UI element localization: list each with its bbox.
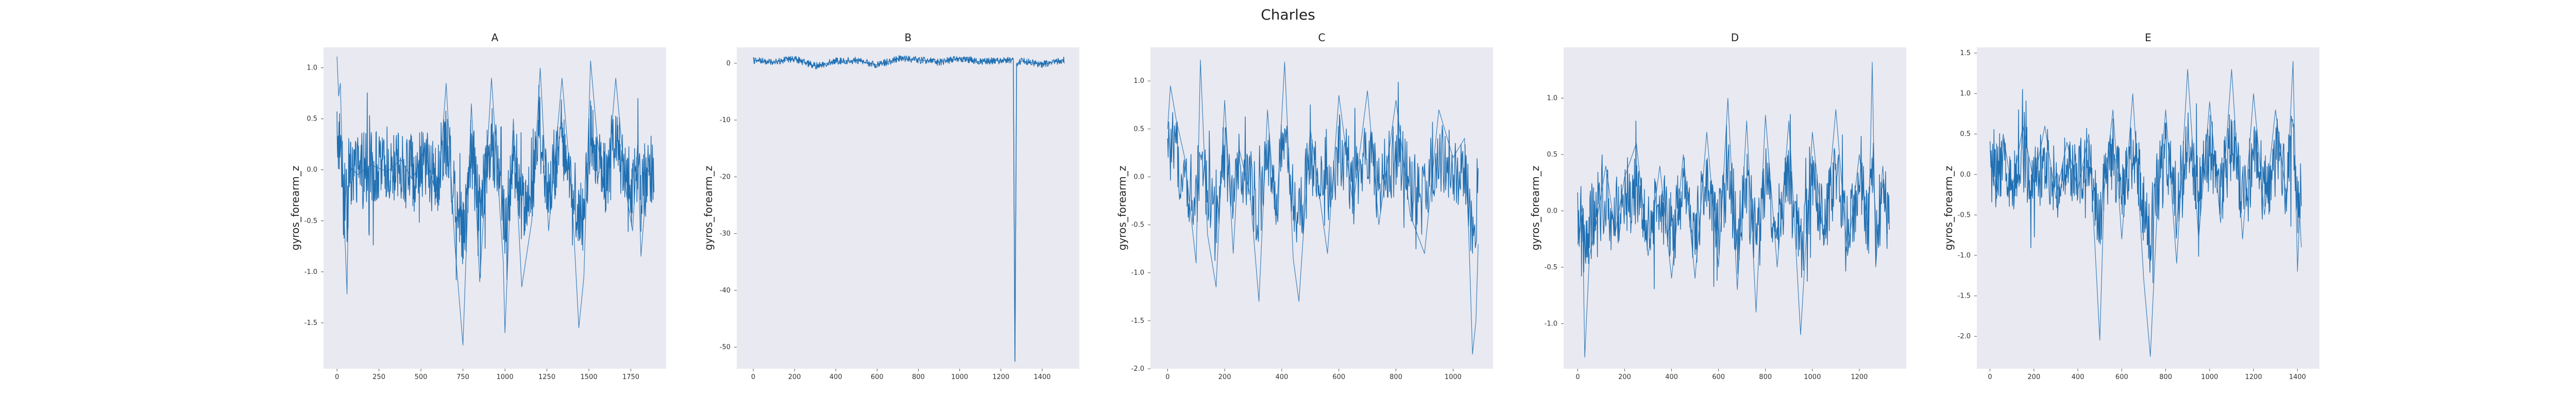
plot-area <box>324 47 666 369</box>
y-axis-label: gyros_forearm_z <box>1529 166 1541 250</box>
x-tick-label: 800 <box>1759 373 1772 381</box>
series-peaks <box>1990 61 2302 357</box>
y-tick-label: -40 <box>720 287 731 295</box>
x-tick-label: 800 <box>1389 373 1402 381</box>
series-peaks <box>1167 60 1479 355</box>
x-tick-label: 600 <box>1332 373 1345 381</box>
x-tick-label: 1000 <box>951 373 968 381</box>
y-tick-label: 0.5 <box>1547 151 1557 159</box>
x-tick-label: 1250 <box>538 373 555 381</box>
y-tick-label: -2.0 <box>1958 333 1971 340</box>
x-tick-label: 1200 <box>1851 373 1868 381</box>
x-tick-label: 400 <box>829 373 842 381</box>
series-line <box>1577 114 1890 289</box>
x-tick-label: 750 <box>456 373 469 381</box>
panel-title: E <box>2145 31 2151 44</box>
y-tick-label: -1.5 <box>1131 317 1144 325</box>
panel-title: C <box>1318 31 1326 44</box>
x-tick-label: 0 <box>1988 373 1992 381</box>
y-tick-label: 1.0 <box>1547 95 1557 102</box>
x-tick-label: 500 <box>415 373 428 381</box>
x-tick-label: 1200 <box>2245 373 2262 381</box>
y-tick-label: 0.0 <box>307 166 317 174</box>
x-tick-label: 200 <box>2027 373 2040 381</box>
y-tick-label: -0.5 <box>1958 211 1971 219</box>
y-tick-label: -0.5 <box>304 217 317 225</box>
x-tick-label: 800 <box>2159 373 2172 381</box>
y-tick-label: 0.0 <box>1960 171 1971 179</box>
x-tick-label: 600 <box>2115 373 2128 381</box>
y-tick-label: 0.5 <box>1960 130 1971 138</box>
y-tick-label: -1.5 <box>1958 293 1971 300</box>
y-tick-label: -20 <box>720 173 731 181</box>
panel-title: D <box>1731 31 1739 44</box>
x-tick-label: 400 <box>1665 373 1678 381</box>
x-tick-label: 200 <box>1618 373 1631 381</box>
y-tick-label: 0.0 <box>1133 173 1144 181</box>
x-tick-label: 200 <box>1218 373 1231 381</box>
y-tick-label: 1.0 <box>1133 77 1144 85</box>
y-tick-label: 0.5 <box>1133 125 1144 133</box>
y-axis-label: gyros_forearm_z <box>702 166 715 250</box>
panel-title: A <box>492 31 499 44</box>
y-tick-label: -0.5 <box>1131 221 1144 229</box>
x-tick-label: 0 <box>335 373 339 381</box>
series-line <box>336 84 655 281</box>
y-tick-label: 0.5 <box>307 115 317 123</box>
series-line <box>1167 81 1479 261</box>
series-peaks <box>336 56 654 346</box>
y-tick-label: -30 <box>720 230 731 238</box>
x-tick-label: 600 <box>1712 373 1725 381</box>
figure-title: Charles <box>1261 6 1315 23</box>
x-tick-label: 0 <box>1165 373 1170 381</box>
x-tick-label: 1500 <box>581 373 598 381</box>
y-tick-label: 1.0 <box>307 64 317 72</box>
y-tick-label: -1.0 <box>1545 320 1557 328</box>
y-tick-label: 0.0 <box>1547 207 1557 215</box>
panel-title: B <box>905 31 912 44</box>
x-tick-label: 0 <box>1575 373 1580 381</box>
y-tick-label: -50 <box>720 344 731 351</box>
y-tick-label: -1.0 <box>1131 269 1144 277</box>
y-tick-label: -1.0 <box>1958 252 1971 260</box>
series-peaks <box>753 58 1063 362</box>
x-tick-label: 600 <box>871 373 884 381</box>
x-tick-label: 400 <box>2072 373 2084 381</box>
y-tick-label: -10 <box>720 116 731 124</box>
x-tick-label: 250 <box>372 373 385 381</box>
y-tick-label: 1.5 <box>1960 49 1971 57</box>
x-tick-label: 400 <box>1276 373 1289 381</box>
y-tick-label: -0.5 <box>1545 264 1557 271</box>
y-axis-label: gyros_forearm_z <box>289 166 301 250</box>
x-tick-label: 800 <box>912 373 925 381</box>
series-line <box>753 55 1065 362</box>
x-tick-label: 1400 <box>1033 373 1050 381</box>
x-tick-label: 1000 <box>1445 373 1462 381</box>
y-tick-label: 1.0 <box>1960 90 1971 98</box>
x-tick-label: 1750 <box>622 373 639 381</box>
series-peaks <box>1577 62 1888 358</box>
x-tick-label: 0 <box>751 373 755 381</box>
y-tick-label: -2.0 <box>1131 365 1144 373</box>
y-tick-label: 0 <box>726 60 731 67</box>
y-tick-label: -1.5 <box>304 319 317 327</box>
x-tick-label: 1400 <box>2289 373 2306 381</box>
y-axis-label: gyros_forearm_z <box>1942 166 1955 250</box>
x-tick-label: 1200 <box>992 373 1009 381</box>
x-tick-label: 1000 <box>497 373 514 381</box>
y-axis-label: gyros_forearm_z <box>1116 166 1128 250</box>
x-tick-label: 1000 <box>2201 373 2218 381</box>
x-tick-label: 200 <box>788 373 801 381</box>
y-tick-label: -1.0 <box>304 268 317 276</box>
plot-area <box>1977 47 2319 369</box>
x-tick-label: 1000 <box>1804 373 1821 381</box>
plot-area <box>737 47 1079 369</box>
